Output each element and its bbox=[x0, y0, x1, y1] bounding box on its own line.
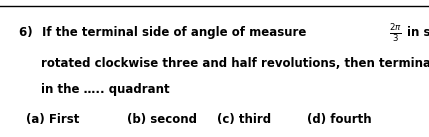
Text: in the ….. quadrant: in the ….. quadrant bbox=[41, 83, 169, 96]
Text: (a) First: (a) First bbox=[26, 113, 79, 126]
Text: (b) second: (b) second bbox=[127, 113, 196, 126]
Text: rotated clockwise three and half revolutions, then terminal side will be: rotated clockwise three and half revolut… bbox=[41, 57, 429, 70]
Text: $\frac{2\pi}{3}$: $\frac{2\pi}{3}$ bbox=[389, 22, 402, 44]
Text: in standard position is: in standard position is bbox=[408, 26, 429, 39]
Text: (d) fourth: (d) fourth bbox=[307, 113, 372, 126]
Text: 6): 6) bbox=[19, 26, 37, 39]
Text: If the terminal side of angle of measure: If the terminal side of angle of measure bbox=[42, 26, 311, 39]
Text: (c) third: (c) third bbox=[217, 113, 271, 126]
